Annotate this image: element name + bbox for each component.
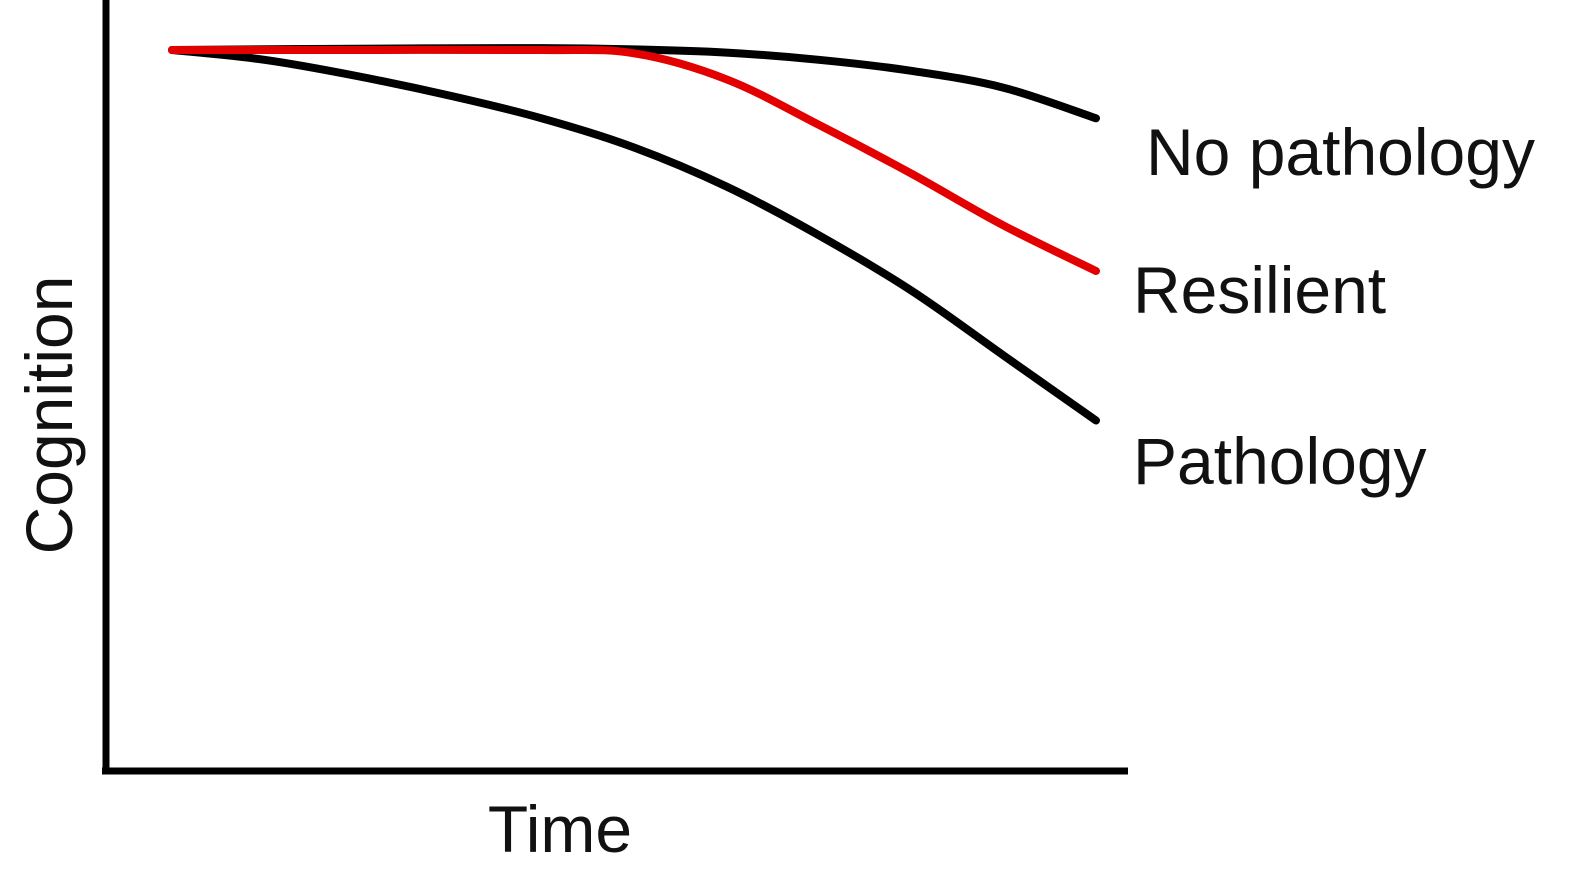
series-label-pathology: Pathology	[1133, 424, 1427, 498]
series-line-resilient	[168, 45, 1100, 275]
y-axis-label: Cognition	[12, 276, 86, 555]
series-line-pathology	[168, 46, 1100, 425]
series-label-no-pathology: No pathology	[1146, 115, 1535, 189]
x-axis-label: Time	[488, 792, 632, 866]
series-lines	[168, 44, 1100, 425]
series-label-resilient: Resilient	[1133, 253, 1386, 327]
series-line-no-pathology	[168, 44, 1100, 123]
